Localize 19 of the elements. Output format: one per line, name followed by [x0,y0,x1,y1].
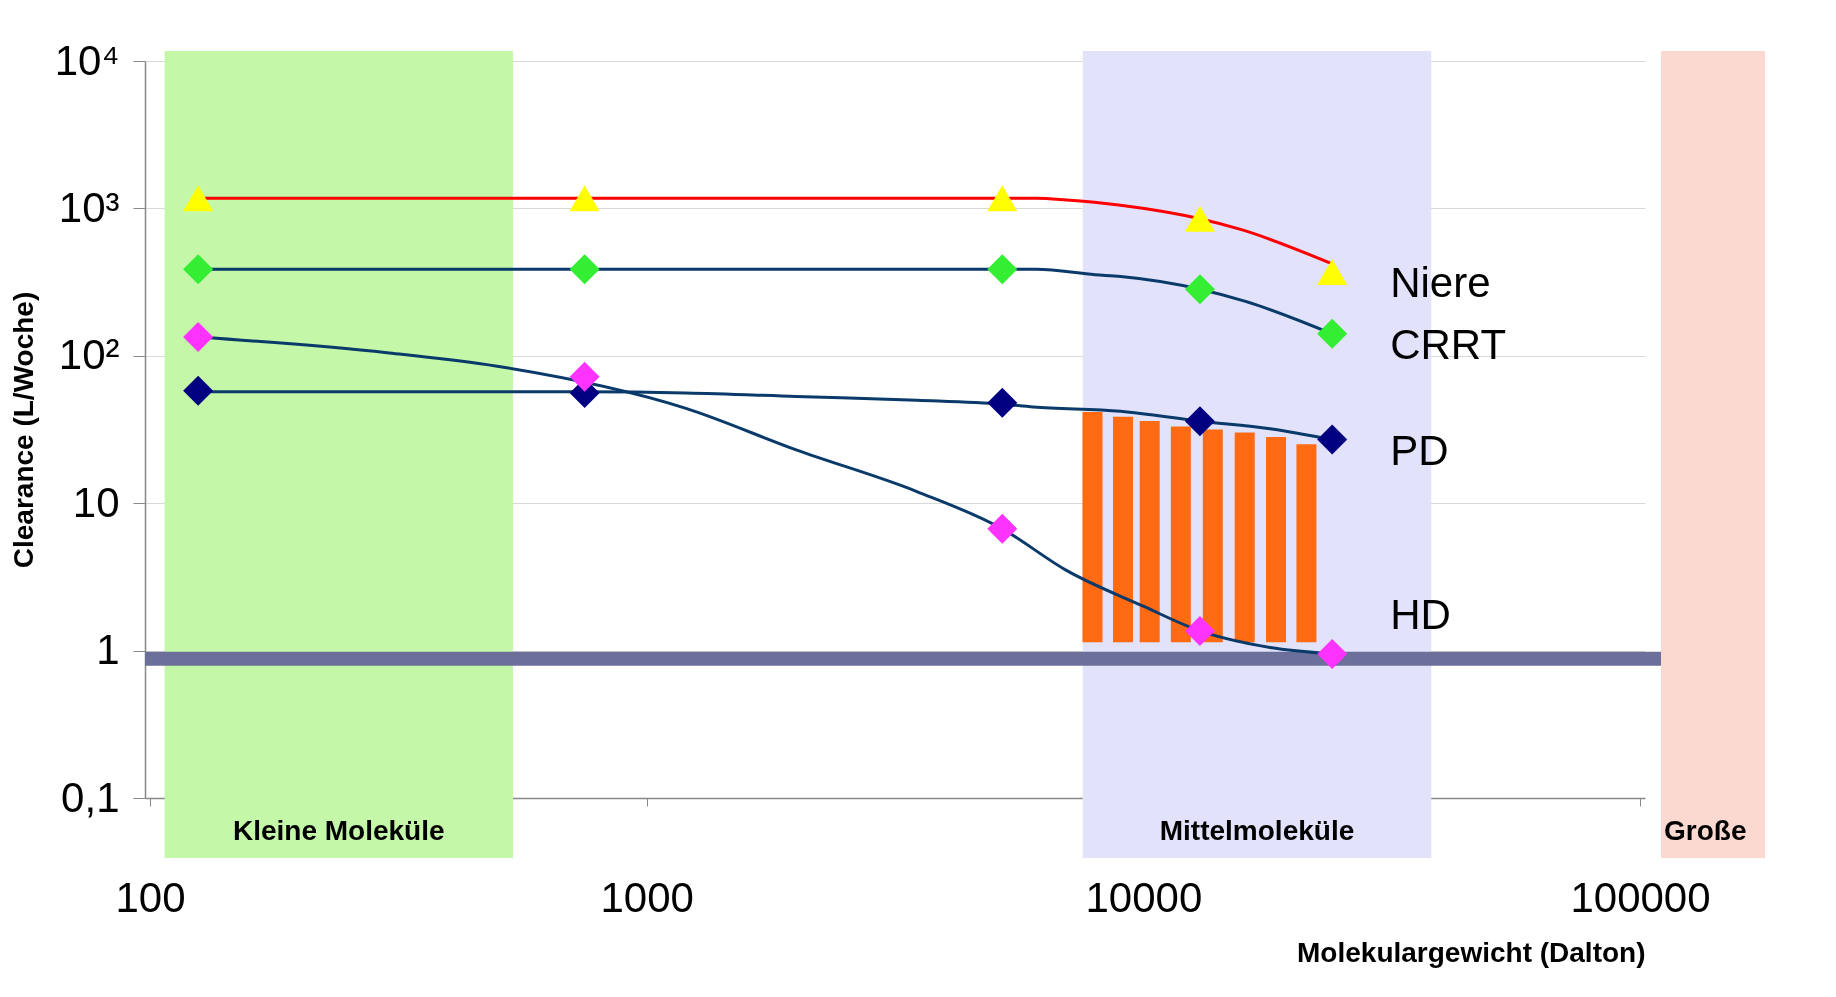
series-label: Niere [1390,259,1491,307]
x-tick-label: 1000 [600,873,694,921]
band-label: Kleine Moleküle [232,815,445,846]
y-tick-label: 10⁴ [54,36,120,84]
y-tick-label: 1 [96,626,120,674]
y-tick-label: 10 [72,478,120,526]
y-tick-label: 10² [58,331,120,379]
series-label: HD [1390,590,1451,638]
x-axis-title: Molekulargewicht (Dalton) [1297,936,1646,968]
band-label: Mittelmoleküle [1159,815,1355,846]
text: Große [1664,815,1747,846]
y-axis-title: Clearance (L/Woche) [7,291,39,569]
y-tick-label: 0,1 [61,773,120,821]
series-label: PD [1390,426,1449,474]
x-tick-label: 100000 [1570,873,1711,921]
y-tick-label: 10³ [58,183,120,231]
x-tick-label: 10000 [1085,873,1203,921]
x-tick-label: 100 [115,873,186,921]
series-label: CRRT [1390,320,1507,368]
